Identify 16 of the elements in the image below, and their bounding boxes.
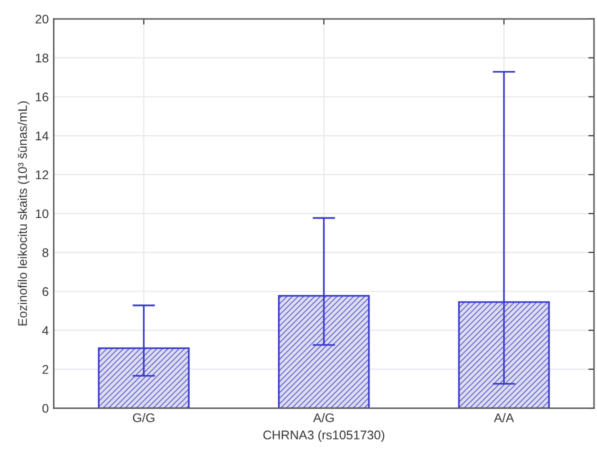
x-tick-label: G/G xyxy=(132,413,154,422)
y-tick-label: 14 xyxy=(36,132,49,140)
y-axis-title: Eozinofilo leikocitu skaits (10³ šūnas/mL) xyxy=(18,101,30,326)
y-tick-label: 16 xyxy=(36,92,48,102)
x-tick-label: A/G xyxy=(313,413,334,422)
y-tick-label: 8 xyxy=(42,248,48,258)
y-tick-label: 6 xyxy=(42,287,48,296)
y-tick-label: 10 xyxy=(36,209,48,218)
x-tick-label: A/A xyxy=(494,413,514,422)
y-tick-label: 12 xyxy=(36,170,48,180)
y-tick-label: 20 xyxy=(36,14,48,24)
y-tick-label: 4 xyxy=(42,326,49,335)
x-axis-title: CHRNA3 (rs1051730) xyxy=(263,430,384,442)
y-tick-label: 2 xyxy=(42,365,48,374)
y-tick-label: 18 xyxy=(36,54,48,62)
y-tick-label: 0 xyxy=(42,404,48,413)
